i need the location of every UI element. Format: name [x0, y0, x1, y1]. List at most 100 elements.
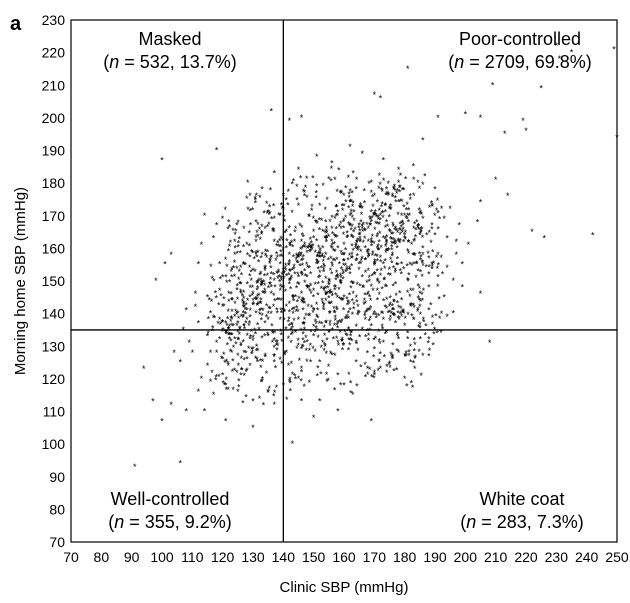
data-point: * [308, 378, 312, 388]
data-point: * [291, 329, 295, 339]
data-point: * [401, 225, 405, 235]
data-point: * [400, 222, 404, 232]
data-point: * [339, 189, 343, 199]
data-point: * [230, 331, 234, 341]
data-point: * [295, 195, 299, 205]
data-point: * [245, 194, 249, 204]
data-point: * [380, 199, 384, 209]
data-point: * [333, 313, 337, 323]
data-point: * [325, 238, 329, 248]
data-point: * [333, 231, 337, 241]
data-point: * [341, 267, 345, 277]
data-point: * [178, 459, 182, 469]
data-point: * [251, 283, 255, 293]
data-point: * [226, 340, 230, 350]
data-point: * [256, 292, 260, 302]
data-point: * [404, 228, 408, 238]
data-point: * [391, 191, 395, 201]
data-point: * [251, 206, 255, 216]
data-point: * [340, 189, 344, 199]
data-point: * [393, 182, 397, 192]
data-point: * [255, 228, 259, 238]
data-point: * [436, 113, 440, 123]
data-point: * [414, 225, 418, 235]
data-point: * [297, 374, 301, 384]
data-point: * [239, 312, 243, 322]
data-point: * [261, 375, 265, 385]
data-point: * [203, 211, 207, 221]
data-point: * [403, 211, 407, 221]
data-point: * [356, 244, 360, 254]
data-point: * [395, 261, 399, 271]
data-point: * [256, 232, 260, 242]
data-point: * [297, 341, 301, 351]
data-point: * [506, 191, 510, 201]
data-point: * [282, 213, 286, 223]
data-point: * [417, 225, 421, 235]
data-point: * [403, 321, 407, 331]
data-point: * [194, 302, 198, 312]
data-point: * [220, 318, 224, 328]
data-point: * [238, 280, 242, 290]
data-point: * [382, 275, 386, 285]
data-point: * [263, 331, 267, 341]
data-point: * [384, 248, 388, 258]
data-point: * [414, 353, 418, 363]
data-point: * [347, 370, 351, 380]
data-point: * [427, 305, 431, 315]
data-point: * [263, 289, 267, 299]
data-point: * [336, 318, 340, 328]
data-point: * [342, 202, 346, 212]
data-point: * [300, 368, 304, 378]
data-point: * [333, 175, 337, 185]
data-point: * [273, 214, 277, 224]
data-point: * [259, 378, 263, 388]
data-point: * [301, 306, 305, 316]
data-point: * [329, 243, 333, 253]
data-point: * [272, 302, 276, 312]
data-point: * [236, 309, 240, 319]
data-point: * [255, 355, 259, 365]
data-point: * [351, 279, 355, 289]
data-point: * [342, 216, 346, 226]
data-point: * [358, 234, 362, 244]
data-point: * [392, 235, 396, 245]
data-point: * [236, 335, 240, 345]
data-point: * [327, 281, 331, 291]
data-point: * [267, 210, 271, 220]
data-point: * [330, 164, 334, 174]
x-tick-label: 150 [302, 549, 326, 565]
data-point: * [268, 257, 272, 267]
data-point: * [379, 211, 383, 221]
data-point: * [276, 239, 280, 249]
data-point: * [461, 283, 465, 293]
data-point: * [390, 258, 394, 268]
data-point: * [169, 400, 173, 410]
data-point: * [380, 309, 384, 319]
data-point: * [322, 261, 326, 271]
data-point: * [336, 207, 340, 217]
data-point: * [405, 262, 409, 272]
data-point: * [339, 277, 343, 287]
data-point: * [229, 317, 233, 327]
data-point: * [342, 306, 346, 316]
data-point: * [312, 293, 316, 303]
data-point: * [413, 220, 417, 230]
data-point: * [438, 215, 442, 225]
data-point: * [235, 264, 239, 274]
data-point: * [310, 245, 314, 255]
data-point: * [327, 232, 331, 242]
data-point: * [366, 348, 370, 358]
data-point: * [290, 238, 294, 248]
data-point: * [260, 315, 264, 325]
data-point: * [410, 240, 414, 250]
data-point: * [274, 256, 278, 266]
data-point: * [231, 367, 235, 377]
data-point: * [301, 256, 305, 266]
data-point: * [358, 237, 362, 247]
data-point: * [422, 286, 426, 296]
data-point: * [267, 384, 271, 394]
quadrant-well-controlled-name: Well-controlled [111, 489, 230, 509]
data-point: * [438, 314, 442, 324]
data-point: * [223, 205, 227, 215]
